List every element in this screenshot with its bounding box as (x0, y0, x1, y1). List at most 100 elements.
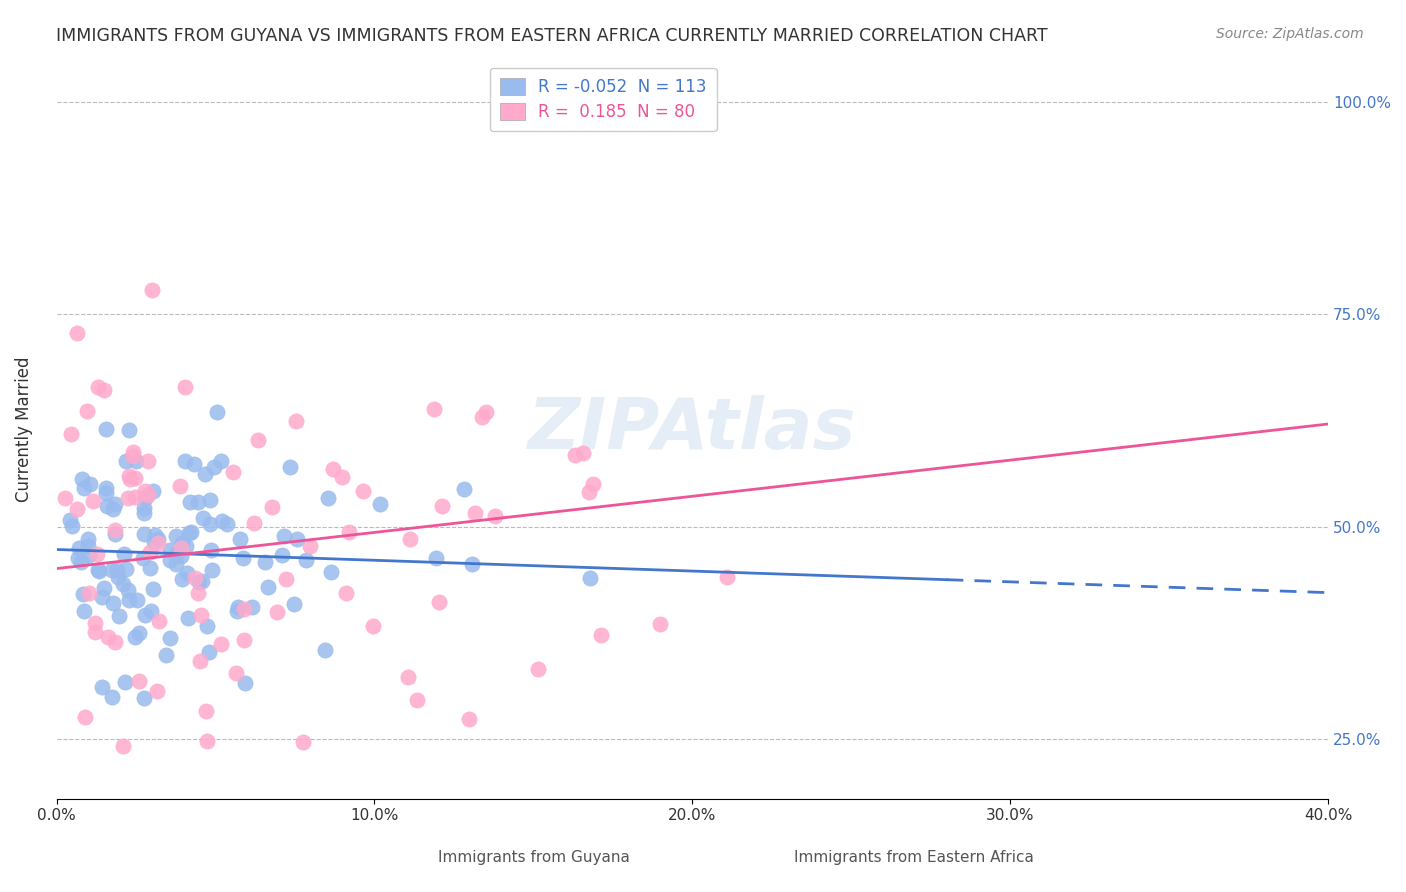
Point (146, 532, 169, 546)
Point (368, 497, 391, 511)
Point (484, 509, 506, 524)
Point (226, 600, 249, 615)
Point (76, 532, 98, 546)
Text: Source: ZipAtlas.com: Source: ZipAtlas.com (1216, 27, 1364, 41)
Point (396, 670, 419, 684)
Point (198, 645, 221, 659)
Point (136, 488, 159, 502)
Point (318, 491, 340, 505)
Point (464, 506, 486, 520)
Point (207, 405, 229, 419)
Point (330, 470, 353, 484)
Point (141, 283, 163, 297)
Point (201, 563, 224, 577)
Point (128, 674, 150, 689)
Point (148, 615, 170, 629)
Point (200, 542, 222, 557)
Point (134, 526, 156, 541)
Point (176, 566, 198, 581)
Point (101, 690, 124, 705)
Point (66, 501, 89, 516)
Point (209, 454, 232, 468)
Point (578, 484, 600, 499)
Point (134, 690, 156, 705)
Text: Immigrants from Guyana: Immigrants from Guyana (439, 850, 630, 865)
Point (198, 493, 221, 508)
Point (187, 495, 209, 509)
Point (77, 548, 100, 562)
Point (93, 581, 115, 595)
Point (117, 491, 139, 505)
Point (193, 511, 215, 525)
Point (84, 615, 107, 630)
Point (405, 693, 427, 707)
Point (273, 529, 295, 543)
Point (427, 595, 450, 609)
Point (134, 484, 156, 499)
Point (104, 497, 127, 511)
Point (67, 541, 90, 555)
Point (180, 525, 202, 540)
Point (170, 549, 193, 563)
Point (257, 580, 280, 594)
Point (176, 539, 198, 553)
Point (188, 654, 211, 668)
Point (143, 528, 166, 542)
Point (195, 704, 218, 718)
Point (72, 587, 94, 601)
Point (66, 326, 89, 340)
Point (112, 547, 135, 561)
Point (96, 481, 118, 495)
Point (112, 739, 135, 753)
Point (166, 546, 188, 560)
Point (100, 563, 122, 577)
Point (337, 525, 360, 540)
Point (292, 735, 315, 749)
Point (294, 553, 316, 567)
Point (60, 426, 83, 441)
Point (363, 619, 385, 633)
Point (142, 582, 165, 596)
Point (94, 485, 117, 500)
Point (53, 491, 76, 505)
Point (177, 525, 200, 540)
Point (170, 541, 193, 555)
Point (222, 466, 245, 480)
Point (72, 481, 94, 495)
Point (335, 586, 357, 600)
Point (139, 561, 162, 575)
Point (132, 551, 155, 566)
Point (211, 514, 233, 528)
Point (105, 563, 128, 577)
Point (195, 619, 218, 633)
Point (79, 476, 101, 491)
Point (101, 596, 124, 610)
Point (471, 409, 494, 424)
Point (76, 539, 98, 553)
Point (136, 454, 159, 468)
Point (527, 662, 550, 676)
Point (187, 574, 209, 589)
Point (564, 449, 586, 463)
Point (271, 549, 294, 563)
Point (104, 523, 127, 537)
Point (107, 570, 129, 584)
Point (177, 611, 200, 625)
Point (170, 572, 193, 586)
Point (115, 562, 138, 576)
Point (195, 734, 218, 748)
Point (190, 607, 212, 622)
Point (77, 586, 100, 600)
Legend: R = -0.052  N = 113, R =  0.185  N = 80: R = -0.052 N = 113, R = 0.185 N = 80 (489, 68, 717, 131)
Point (159, 543, 181, 558)
Point (169, 478, 191, 492)
Point (89, 564, 111, 578)
Point (322, 462, 344, 476)
Point (262, 500, 284, 514)
Point (94, 422, 117, 436)
Point (247, 433, 270, 447)
Point (75, 709, 97, 723)
Point (83, 625, 105, 640)
Point (194, 467, 217, 481)
Point (458, 712, 481, 726)
